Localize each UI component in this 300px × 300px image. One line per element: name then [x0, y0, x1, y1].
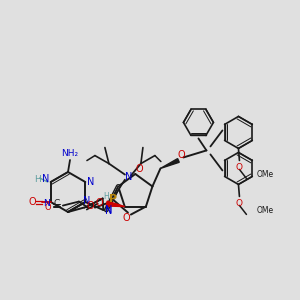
Text: O: O — [236, 199, 243, 208]
Polygon shape — [106, 201, 125, 207]
Text: OMe: OMe — [256, 170, 274, 179]
Text: O: O — [136, 164, 143, 174]
Text: O: O — [122, 213, 130, 223]
Text: O: O — [96, 198, 103, 208]
Text: N: N — [83, 196, 91, 206]
Text: O: O — [29, 197, 37, 207]
Text: O: O — [178, 150, 185, 161]
Text: C: C — [54, 199, 60, 208]
Text: H: H — [103, 192, 109, 201]
Text: O: O — [44, 203, 51, 212]
Text: OMe: OMe — [256, 206, 274, 215]
Text: NH₂: NH₂ — [61, 148, 79, 158]
Text: N: N — [42, 174, 50, 184]
Text: O: O — [86, 201, 94, 211]
Text: N: N — [105, 206, 112, 216]
Text: P: P — [109, 194, 117, 204]
Polygon shape — [160, 159, 179, 168]
Text: N: N — [105, 205, 112, 215]
Text: N: N — [125, 172, 133, 182]
Text: O: O — [236, 163, 243, 172]
Text: N: N — [44, 199, 50, 208]
Text: N: N — [87, 177, 94, 187]
Text: H: H — [34, 175, 41, 184]
